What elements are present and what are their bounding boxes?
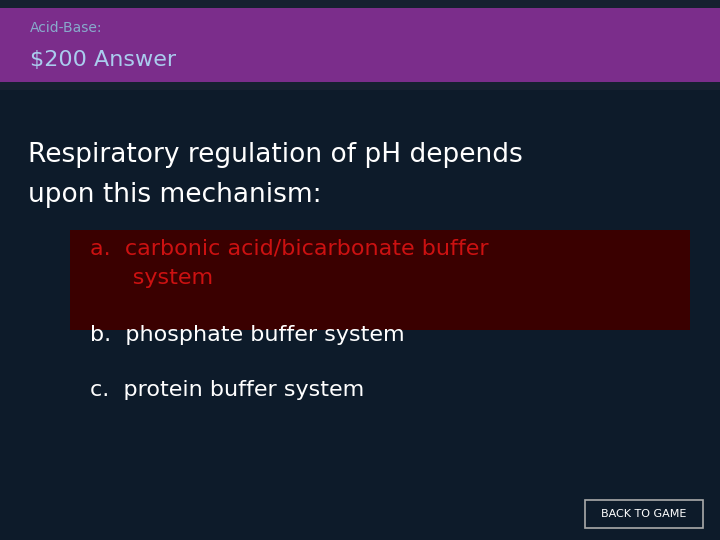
Text: c.  protein buffer system: c. protein buffer system: [90, 380, 364, 400]
Text: BACK TO GAME: BACK TO GAME: [601, 509, 687, 519]
FancyBboxPatch shape: [0, 0, 720, 8]
FancyBboxPatch shape: [70, 230, 690, 330]
Text: a.  carbonic acid/bicarbonate buffer: a. carbonic acid/bicarbonate buffer: [90, 238, 489, 258]
FancyBboxPatch shape: [0, 82, 720, 90]
Text: b.  phosphate buffer system: b. phosphate buffer system: [90, 325, 405, 345]
Text: Acid-Base:: Acid-Base:: [30, 21, 102, 35]
FancyBboxPatch shape: [585, 500, 703, 528]
FancyBboxPatch shape: [0, 8, 720, 82]
Text: Respiratory regulation of pH depends: Respiratory regulation of pH depends: [28, 142, 523, 168]
Text: system: system: [90, 268, 213, 288]
Text: $200 Answer: $200 Answer: [30, 50, 176, 70]
Text: upon this mechanism:: upon this mechanism:: [28, 182, 322, 208]
